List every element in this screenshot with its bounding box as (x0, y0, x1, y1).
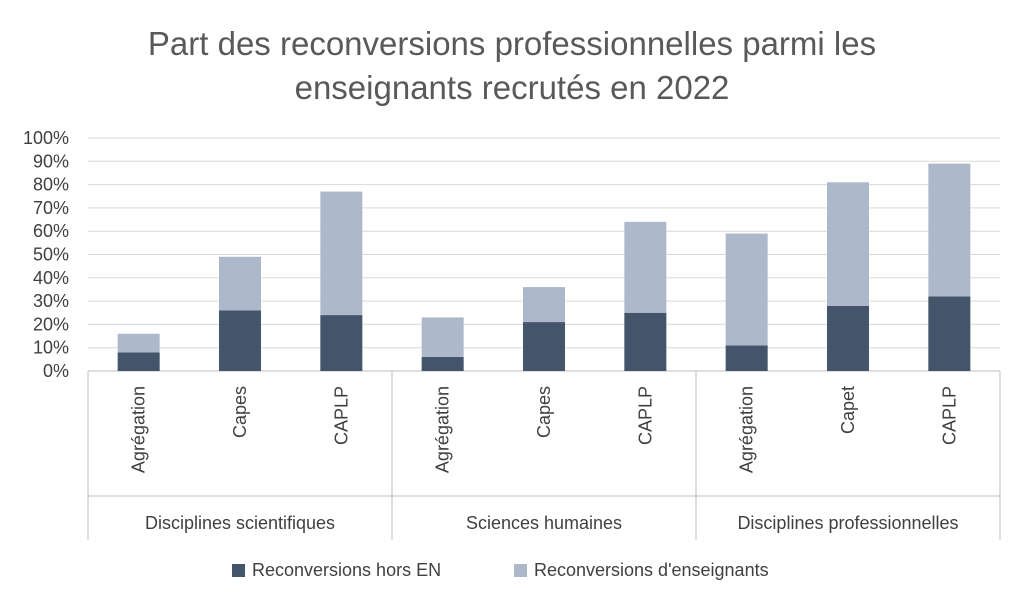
chart-title-line-2: enseignants recrutés en 2022 (294, 69, 730, 106)
y-tick-label: 70% (33, 198, 69, 218)
bar-enseignants (725, 233, 768, 346)
y-tick-label: 0% (43, 361, 69, 381)
x-group-label: Sciences humaines (466, 513, 622, 533)
x-group-label: Disciplines scientifiques (145, 513, 335, 533)
x-axis: Agrégation Capes CAPLP Agrégation Capes CAPLP… (87, 371, 1001, 540)
legend-label: Reconversions hors EN (252, 560, 441, 580)
chart-title-line-1: Part des reconversions professionnelles … (147, 25, 877, 62)
legend-swatch (514, 564, 527, 577)
bar-hors-en (117, 352, 160, 371)
y-tick-label: 50% (33, 245, 69, 265)
bars (117, 163, 971, 371)
x-category-label: CAPLP (331, 386, 351, 445)
bar-enseignants (928, 163, 971, 297)
bar-hors-en (219, 310, 261, 371)
x-category-label: Capet (838, 386, 858, 434)
y-tick-label: 60% (33, 221, 69, 241)
bar-hors-en (523, 322, 565, 371)
bar-enseignants (827, 182, 869, 306)
x-category-label: Agrégation (433, 386, 453, 473)
chart-title: Part des reconversions professionnelles … (0, 22, 1024, 110)
y-tick-label: 30% (33, 291, 69, 311)
bar-hors-en (624, 312, 667, 371)
x-category-label: Agrégation (737, 386, 757, 473)
bar-hors-en (320, 315, 363, 371)
y-tick-label: 40% (33, 268, 69, 288)
x-category-label: Capes (230, 386, 250, 438)
y-axis-ticks: 0% 10% 20% 30% 40% 50% 60% 70% 80% 90% 100% (23, 128, 69, 381)
y-tick-label: 90% (33, 151, 69, 171)
bar-enseignants (624, 221, 667, 313)
bar-enseignants (523, 287, 565, 323)
bar-enseignants (117, 333, 160, 353)
bar-hors-en (827, 305, 869, 371)
y-tick-label: 20% (33, 314, 69, 334)
x-category-label: Capes (534, 386, 554, 438)
legend-label: Reconversions d'enseignants (534, 560, 769, 580)
x-group-label: Disciplines professionnelles (737, 513, 958, 533)
y-tick-label: 100% (23, 128, 69, 148)
bar-hors-en (725, 345, 768, 371)
y-tick-label: 80% (33, 175, 69, 195)
legend: Reconversions hors EN Reconversions d'ens… (232, 560, 769, 580)
x-category-label: CAPLP (635, 386, 655, 445)
bar-hors-en (928, 296, 971, 371)
bar-hors-en (421, 357, 464, 371)
bar-enseignants (320, 191, 363, 316)
legend-swatch (232, 564, 245, 577)
x-category-label: CAPLP (939, 386, 959, 445)
bar-enseignants (421, 317, 464, 358)
y-tick-label: 10% (33, 338, 69, 358)
x-category-label: Agrégation (129, 386, 149, 473)
bar-enseignants (219, 256, 261, 311)
